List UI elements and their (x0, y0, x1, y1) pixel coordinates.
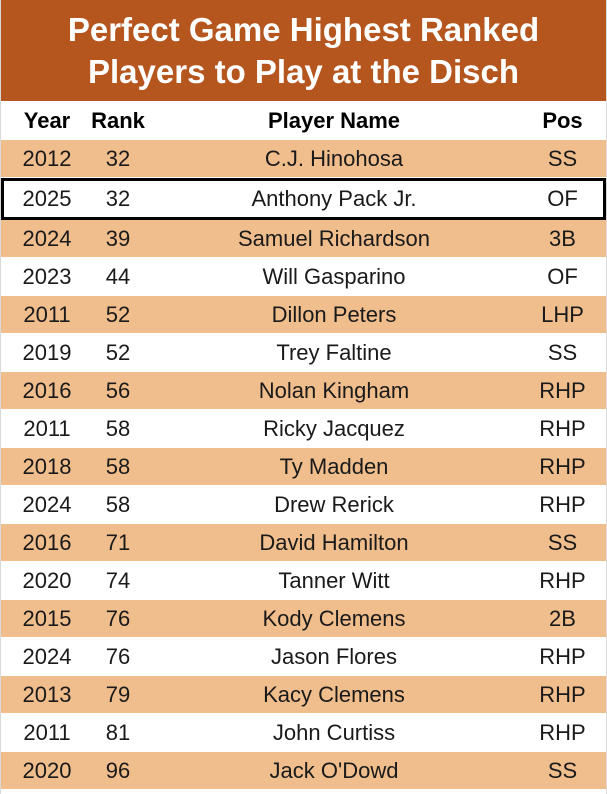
cell-year: 2016 (22, 529, 72, 555)
table-row: 2018 58 Ty Madden RHP (1, 448, 606, 486)
header-player-name: Player Name (267, 107, 401, 133)
cell-position: RHP (539, 643, 586, 669)
cell-position: RHP (539, 681, 586, 707)
cell-position: LHP (541, 301, 584, 327)
cell-player-name: Dillon Peters (271, 301, 397, 327)
cell-year: 2018 (22, 453, 72, 479)
cell-year: 2020 (22, 567, 72, 593)
cell-rank: 58 (105, 415, 131, 441)
title-line-1: Perfect Game Highest Ranked (67, 10, 540, 48)
cell-rank: 58 (105, 453, 131, 479)
cell-year: 2020 (22, 757, 72, 783)
table-row: 2024 58 Drew Rerick RHP (1, 486, 606, 524)
cell-rank: 79 (105, 681, 131, 707)
cell-rank: 32 (105, 145, 131, 171)
cell-year: 2011 (23, 415, 71, 441)
cell-player-name: Samuel Richardson (238, 225, 430, 251)
cell-position: 3B (549, 225, 576, 251)
header-year: Year (23, 107, 71, 133)
cell-year: 2016 (22, 377, 72, 403)
cell-position: SS (547, 339, 578, 365)
table-header: Year Rank Player Name Pos (1, 101, 606, 140)
cell-player-name: Jack O'Dowd (269, 757, 399, 783)
cell-year: 2013 (22, 681, 72, 707)
cell-rank: 39 (105, 225, 131, 251)
cell-player-name: Ty Madden (279, 453, 389, 479)
cell-position: SS (547, 757, 578, 783)
cell-position: RHP (539, 719, 586, 745)
table-row: 2019 52 Trey Faltine SS (1, 334, 606, 372)
cell-rank: 52 (105, 339, 131, 365)
cell-player-name: Nolan Kingham (258, 377, 410, 403)
cell-rank: 56 (105, 377, 131, 403)
cell-rank: 76 (105, 643, 131, 669)
cell-player-name: John Curtiss (272, 719, 396, 745)
cell-position: SS (547, 529, 578, 555)
title-banner: Perfect Game Highest Ranked Players to P… (1, 0, 606, 101)
table-row: 2023 44 Will Gasparino OF (1, 258, 606, 296)
cell-player-name: Ricky Jacquez (263, 415, 405, 441)
cell-position: 2B (549, 605, 576, 631)
table-row: 2020 74 Tanner Witt RHP (1, 562, 606, 600)
cell-player-name: Kacy Clemens (263, 681, 405, 707)
table-row: 2011 52 Dillon Peters LHP (1, 296, 606, 334)
cell-player-name: C.J. Hinohosa (264, 145, 404, 171)
table-row: 2015 76 Kody Clemens 2B (1, 600, 606, 638)
cell-year: 2012 (22, 145, 72, 171)
table-row: 2011 81 John Curtiss RHP (1, 714, 606, 752)
cell-year: 2024 (22, 491, 72, 517)
cell-player-name: Will Gasparino (262, 263, 406, 289)
cell-position: RHP (539, 491, 586, 517)
cell-position: OF (547, 263, 578, 289)
cell-rank: 44 (105, 263, 131, 289)
cell-player-name: Anthony Pack Jr. (251, 186, 417, 211)
cell-rank: 96 (105, 757, 131, 783)
cell-rank: 81 (105, 719, 131, 745)
cell-year: 2023 (22, 263, 72, 289)
cell-position: RHP (539, 453, 586, 479)
cell-position: OF (547, 186, 578, 211)
cell-player-name: Kody Clemens (262, 605, 406, 631)
cell-year: 2011 (23, 301, 71, 327)
table-row: 2016 71 David Hamilton SS (1, 524, 606, 562)
cell-rank: 58 (105, 491, 131, 517)
cell-year: 2015 (22, 605, 72, 631)
cell-position: RHP (539, 567, 586, 593)
cell-rank: 32 (105, 186, 131, 211)
table-row: 2020 96 Jack O'Dowd SS (1, 752, 606, 790)
cell-player-name: Tanner Witt (278, 567, 390, 593)
cell-player-name: Jason Flores (271, 643, 397, 669)
cell-position: RHP (539, 415, 586, 441)
cell-year: 2011 (23, 719, 71, 745)
header-position: Pos (542, 107, 583, 133)
table-row-highlighted: 2025 32 Anthony Pack Jr. OF (1, 178, 606, 220)
header-rank: Rank (91, 107, 145, 133)
cell-rank: 71 (105, 529, 131, 555)
table-row: 2011 58 Ricky Jacquez RHP (1, 410, 606, 448)
cell-position: RHP (539, 377, 586, 403)
table-row: 2024 39 Samuel Richardson 3B (1, 220, 606, 258)
table-row: 2016 56 Nolan Kingham RHP (1, 372, 606, 410)
cell-player-name: Drew Rerick (274, 491, 394, 517)
cell-year: 2025 (22, 186, 72, 211)
table-row: 2024 76 Jason Flores RHP (1, 638, 606, 676)
title-line-2: Players to Play at the Disch (87, 52, 519, 90)
cell-rank: 52 (105, 301, 131, 327)
cell-year: 2019 (22, 339, 72, 365)
cell-rank: 76 (105, 605, 131, 631)
cell-year: 2024 (22, 225, 72, 251)
cell-player-name: Trey Faltine (276, 339, 392, 365)
table-row: 2012 32 C.J. Hinohosa SS (1, 140, 606, 178)
cell-rank: 74 (105, 567, 131, 593)
cell-year: 2024 (22, 643, 72, 669)
cell-player-name: David Hamilton (259, 529, 409, 555)
table-row: 2013 79 Kacy Clemens RHP (1, 676, 606, 714)
cell-position: SS (547, 145, 578, 171)
